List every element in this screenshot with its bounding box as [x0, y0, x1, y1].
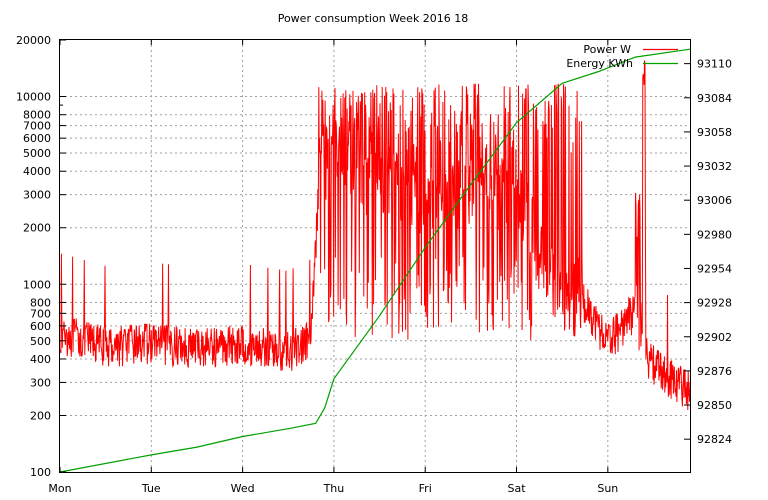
y2-tick-label: 93058	[697, 126, 732, 139]
y2-tick-label: 92980	[697, 228, 732, 241]
x-tick-label: Mon	[48, 482, 71, 495]
y2-tick-label: 92850	[697, 399, 732, 412]
legend-label-energy: Energy KWh	[566, 57, 633, 70]
legend: Power W Energy KWh	[566, 43, 678, 70]
y-tick-label: 800	[30, 296, 51, 309]
y2-tick-label: 92876	[697, 365, 732, 378]
x-tick-label: Sat	[507, 482, 526, 495]
y-tick-label: 500	[30, 335, 51, 348]
y-tick-label: 400	[30, 353, 51, 366]
x-tick-label: Thu	[323, 482, 345, 495]
y-tick-label: 5000	[23, 147, 51, 160]
y2-tick-label: 92902	[697, 331, 732, 344]
x-tick-label: Sun	[597, 482, 618, 495]
y-tick-label: 10000	[16, 91, 51, 104]
y-tick-label: 20000	[16, 34, 51, 47]
y-tick-label: 3000	[23, 189, 51, 202]
y2-tick-label: 92928	[697, 297, 732, 310]
y-tick-label: 7000	[23, 120, 51, 133]
y-tick-label: 600	[30, 320, 51, 333]
y-tick-label: 100	[30, 466, 51, 479]
power-line	[59, 60, 691, 411]
axes: Mon Tue Wed Thu Fri Sat Sun1002003004005006007…	[16, 34, 732, 495]
legend-label-power: Power W	[583, 43, 631, 56]
y-tick-label: 200	[30, 409, 51, 422]
y-tick-label: 300	[30, 376, 51, 389]
x-tick-label: Tue	[141, 482, 161, 495]
y-tick-label: 6000	[23, 132, 51, 145]
chart-title: Power consumption Week 2016 18	[278, 12, 469, 25]
y-tick-label: 2000	[23, 222, 51, 235]
energy-series	[59, 48, 691, 473]
y2-tick-label: 93032	[697, 160, 732, 173]
y-tick-label: 8000	[23, 109, 51, 122]
x-tick-label: Wed	[231, 482, 255, 495]
y2-tick-label: 93006	[697, 194, 732, 207]
y-tick-label: 700	[30, 307, 51, 320]
x-tick-label: Fri	[419, 482, 432, 495]
y2-tick-label: 93084	[697, 92, 732, 105]
y2-tick-label: 93110	[697, 58, 732, 71]
power-series	[59, 60, 691, 411]
y-tick-label: 1000	[23, 278, 51, 291]
plot-frame	[59, 39, 691, 473]
y-tick-label: 4000	[23, 165, 51, 178]
energy-line	[59, 48, 691, 473]
y2-tick-label: 92954	[697, 262, 732, 275]
y2-tick-label: 92824	[697, 433, 732, 446]
